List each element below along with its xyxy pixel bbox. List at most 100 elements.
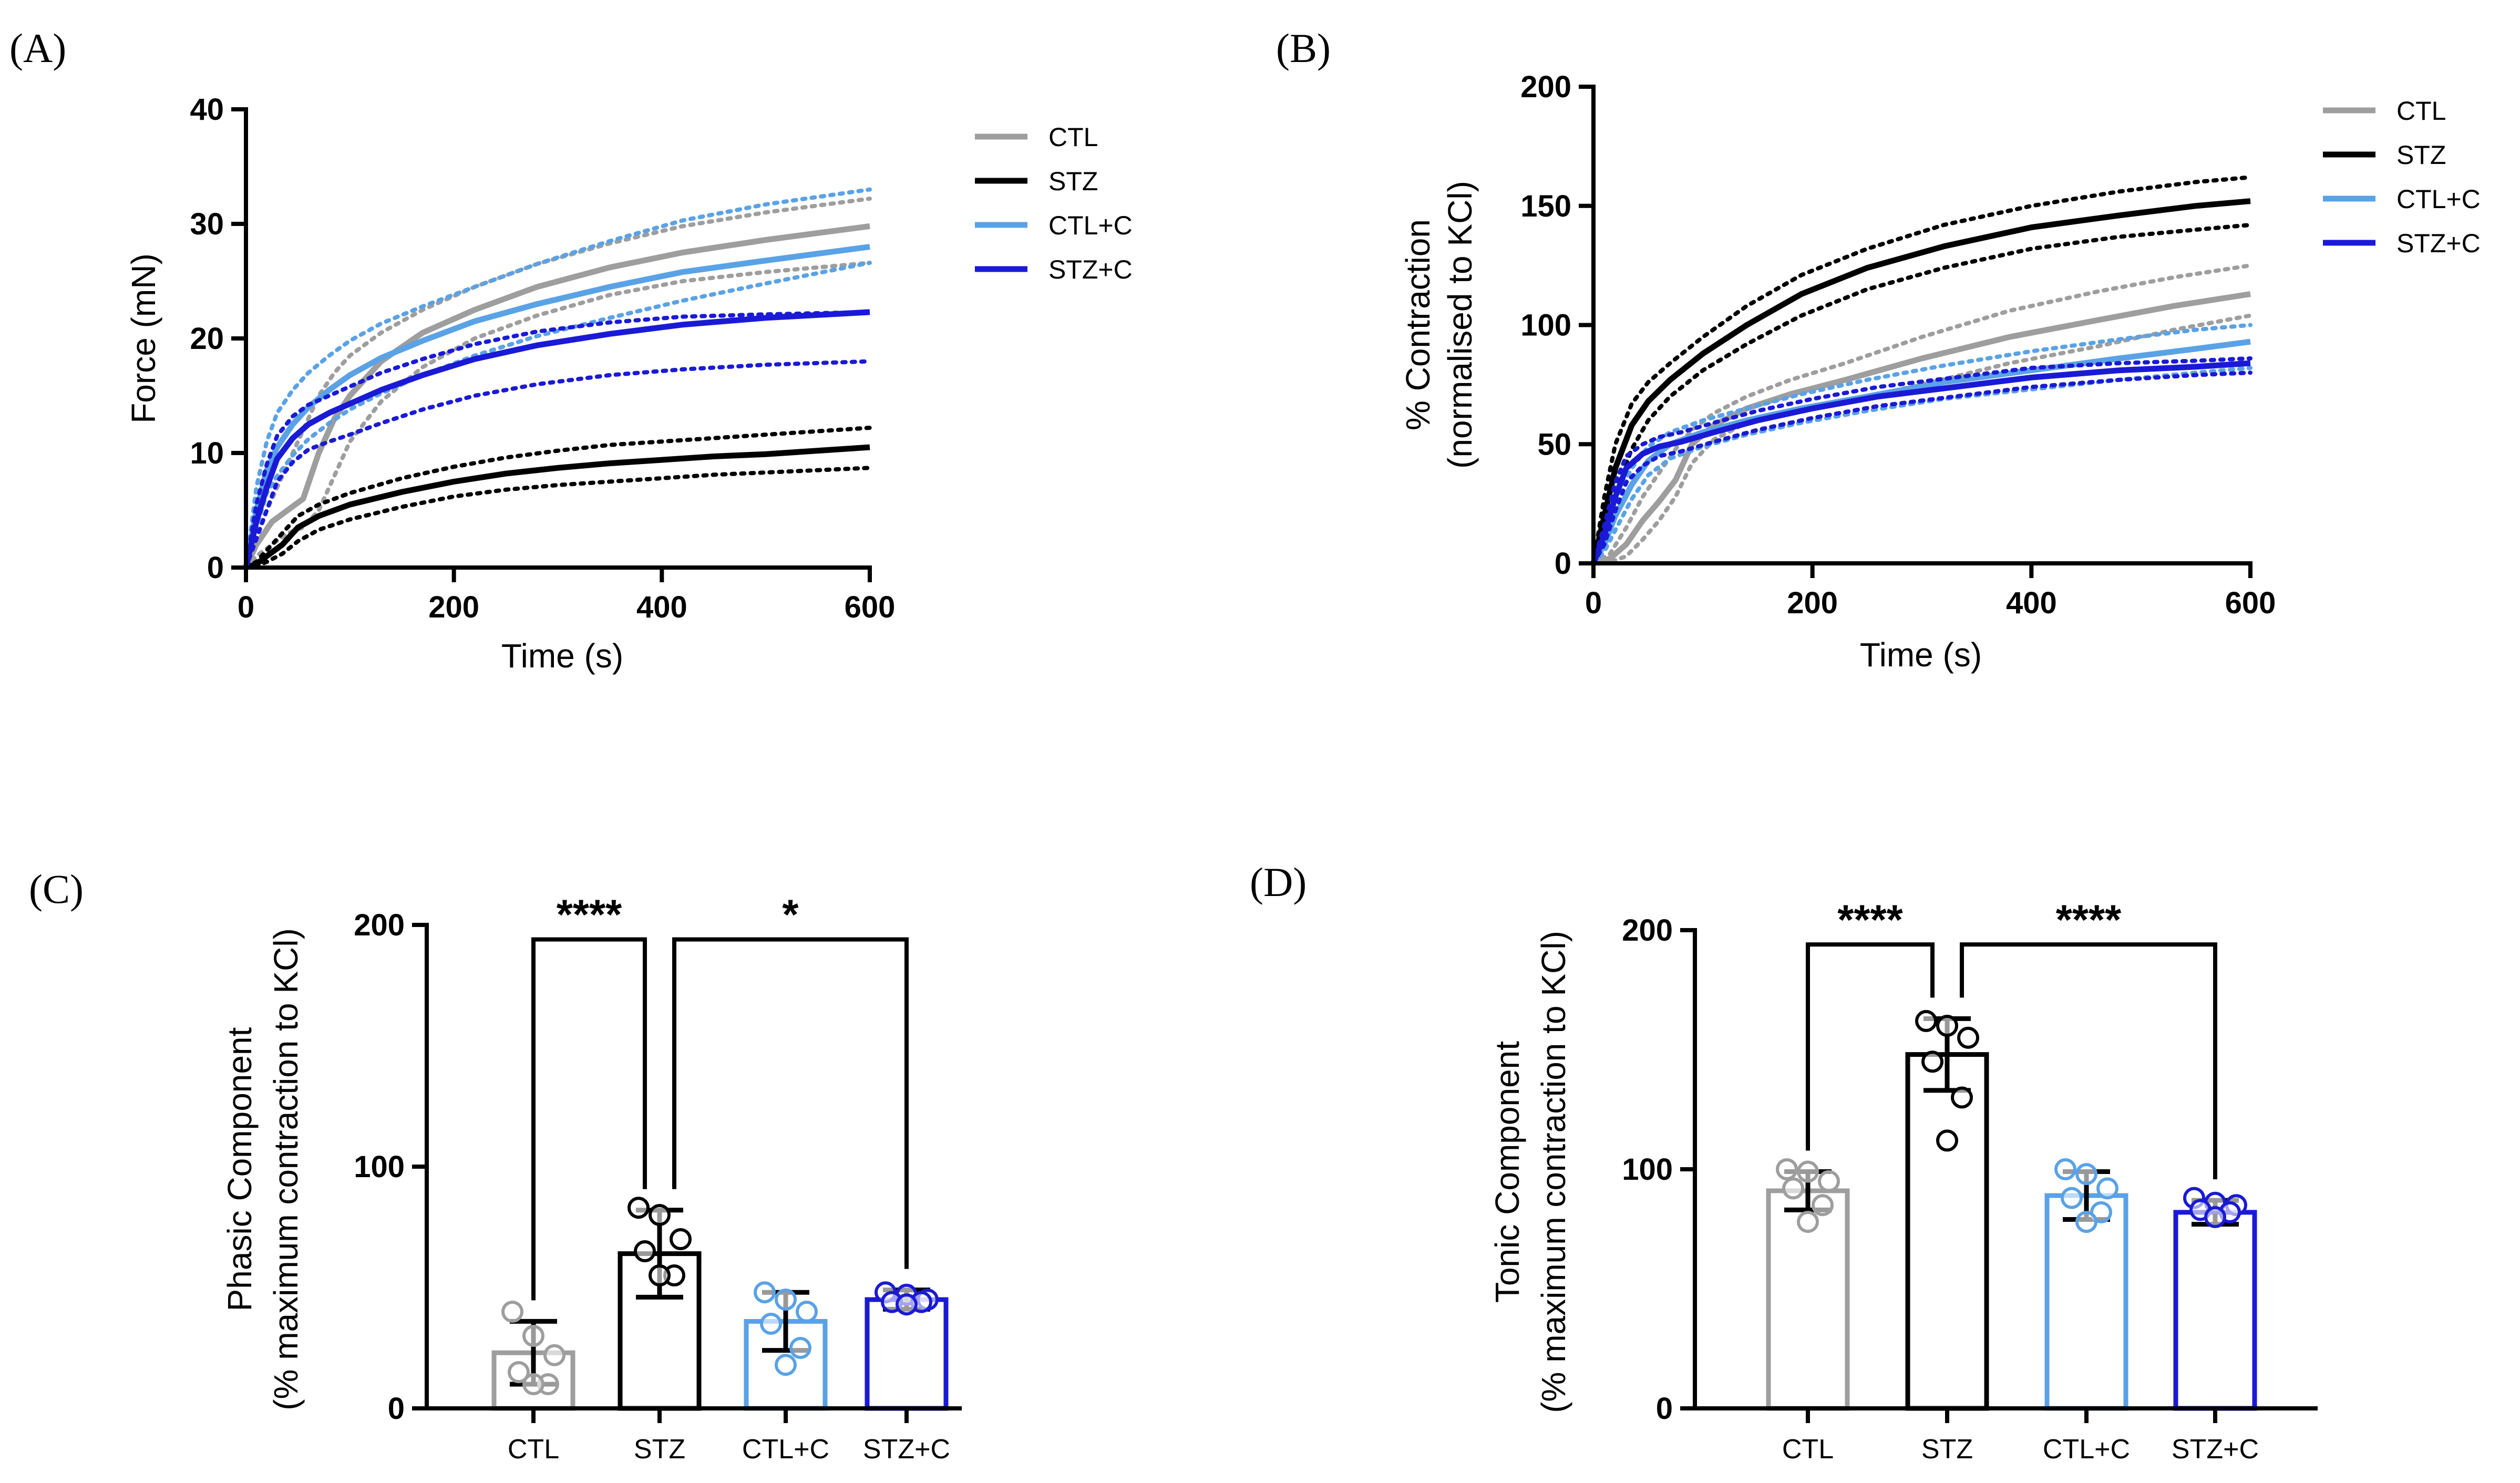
chart-a-series-ctl-lower: [244, 261, 872, 570]
chart-c-point-ctl-plusc: [775, 1354, 797, 1376]
chart-a-series-ctl-upper: [244, 197, 872, 570]
chart-d-point-ctl: [1812, 1194, 1834, 1217]
chart-b-series-ctl-mean: [1592, 291, 2251, 567]
chart-a-series-ctl-plusc-upper: [244, 187, 872, 570]
chart-d-point-stz: [1936, 1129, 1958, 1152]
chart-c-y-title-line1: Phasic Component: [221, 1027, 259, 1311]
panel-c-label: (C): [29, 866, 84, 912]
chart-c-y-tick-label: 0: [388, 1392, 405, 1426]
chart-b-legend: CTL STZ CTL+C STZ+C: [2323, 96, 2481, 258]
chart-d-point-stz-plusc: [2204, 1206, 2226, 1228]
chart-c-y-tick-label: 200: [354, 908, 405, 942]
chart-a-series-stz-upper: [244, 426, 872, 570]
chart-c-point-ctl: [522, 1373, 544, 1395]
chart-d-plot: CTL STZ CTL+C STZ+C 0 100 200 **** ****: [1622, 896, 2318, 1465]
chart-b-series-stz-lower: [1591, 223, 2252, 565]
chart-a-series-stz-plusc-lower: [244, 359, 872, 570]
chart-c-significance-bracket-2: [672, 937, 909, 1269]
chart-a-y-tick-label: 10: [190, 436, 224, 470]
chart-d-category-label-ctl: CTL: [1782, 1434, 1834, 1465]
chart-d-significance-bracket-1: [1806, 942, 1935, 1151]
chart-b-y-tick-label: 0: [1555, 547, 1571, 581]
chart-d-significance-label-1: ****: [1837, 896, 1903, 943]
chart-d-category-label-stz: STZ: [1921, 1434, 1973, 1465]
chart-c-point-ctl: [543, 1344, 565, 1366]
chart-b-series-stz-plusc-upper: [1591, 356, 2252, 565]
chart-c-point-ctl-plusc: [775, 1289, 797, 1311]
chart-d-y-title-line1: Tonic Component: [1488, 1041, 1526, 1303]
chart-d-point-ctl: [1782, 1177, 1804, 1200]
chart-d: CTL STZ CTL+C STZ+C 0 100 200 **** **** Tonic Co…: [1488, 896, 2318, 1465]
panel-d-label: (D): [1250, 859, 1307, 905]
chart-b-legend-label-stz-plusc: STZ+C: [2396, 229, 2481, 258]
chart-c-significance-label-2: *: [782, 891, 799, 938]
chart-d-point-stz: [1936, 1015, 1958, 1037]
chart-b-y-tick-label: 100: [1520, 308, 1571, 343]
chart-a-series-ctl-mean: [243, 223, 870, 569]
chart-a-y-tick-label: 20: [190, 322, 224, 356]
chart-b-legend-label-ctl: CTL: [2396, 96, 2446, 126]
chart-a-legend-label-stz-plusc: STZ+C: [1048, 255, 1133, 284]
chart-a-series-stz-mean: [245, 444, 870, 571]
chart-b-x-tick-label: 400: [2006, 586, 2057, 620]
chart-b-y-title-line2: (normalised to KCl): [1441, 181, 1479, 469]
chart-d-point-ctl: [1797, 1211, 1819, 1233]
chart-a-series-stz-lower: [244, 466, 872, 570]
chart-d-y-title-line2: (% maximum contraction to KCl): [1535, 931, 1572, 1413]
chart-c-category-label-stz: STZ: [634, 1434, 685, 1465]
chart-c-category-label-stz-plusc: STZ+C: [863, 1434, 950, 1465]
chart-a-x-tick-label: 600: [845, 590, 896, 624]
chart-b-series-stz-plusc-mean: [1590, 360, 2251, 564]
chart-d-point-ctl-plusc: [2075, 1211, 2097, 1233]
chart-a-x-tick-label: 400: [636, 590, 687, 624]
chart-c-point-ctl: [508, 1361, 530, 1383]
chart-d-bar-stz: [1905, 1052, 1989, 1411]
chart-a-series-stz-plusc-mean: [243, 309, 870, 569]
chart-a-series-stz-plusc-upper: [244, 310, 872, 570]
chart-c-point-stz: [670, 1228, 692, 1250]
chart-b: 0 50 100 150 200 0 200 400 600 Time (s) % Contra…: [1399, 70, 2481, 674]
chart-b-x-tick-label: 0: [1585, 586, 1602, 620]
chart-a-y-tick-label: 30: [190, 207, 224, 241]
chart-b-x-tick-label: 200: [1787, 586, 1838, 620]
chart-c-significance-label-1: ****: [557, 891, 622, 938]
chart-c-point-ctl: [522, 1325, 544, 1347]
chart-c-point-ctl-plusc: [789, 1337, 811, 1359]
chart-d-significance-label-2: ****: [2056, 896, 2122, 943]
chart-d-point-ctl-plusc: [2075, 1163, 2097, 1186]
chart-d-point-stz: [1915, 1010, 1937, 1032]
chart-c-category-label-ctl: CTL: [508, 1434, 559, 1465]
chart-a-x-tick-label: 200: [428, 590, 479, 624]
chart-c-point-ctl: [501, 1301, 523, 1323]
chart-b-y-title-line1: % Contraction: [1399, 219, 1437, 430]
chart-a-series-ctl-plusc-lower: [244, 261, 872, 570]
chart-d-point-ctl-plusc: [2096, 1177, 2118, 1200]
chart-b-x-tick-label: 600: [2225, 586, 2276, 620]
chart-a-x-title: Time (s): [501, 637, 623, 675]
chart-a-legend: CTL STZ CTL+C STZ+C: [975, 122, 1133, 284]
chart-d-bar-stz-plusc: [2173, 1210, 2257, 1411]
chart-c-point-stz-plusc: [896, 1293, 918, 1316]
chart-d-point-stz: [1951, 1086, 1973, 1109]
chart-c-point-ctl-plusc: [796, 1301, 818, 1323]
chart-d-point-ctl-plusc: [2061, 1187, 2083, 1209]
chart-d-category-label-stz-plusc: STZ+C: [2172, 1434, 2259, 1465]
chart-c-bar-stz-plusc: [865, 1297, 949, 1411]
chart-d-point-stz: [1957, 1026, 1979, 1049]
chart-b-x-title: Time (s): [1860, 636, 1982, 674]
chart-b-y-tick-label: 50: [1537, 427, 1571, 461]
chart-a-y-title: Force (mN): [125, 253, 162, 424]
chart-a-x-tick-label: 0: [238, 590, 254, 624]
chart-b-series-stz-plusc-lower: [1591, 370, 2252, 565]
chart-c-category-label-ctl-plusc: CTL+C: [742, 1434, 829, 1465]
chart-b-series-ctl-upper: [1591, 263, 2252, 565]
chart-c-point-stz: [628, 1197, 650, 1219]
chart-c-y-title-line2: (% maximum contraction to KCl): [267, 928, 305, 1410]
chart-c-point-stz: [634, 1240, 656, 1262]
chart-b-legend-label-ctl-plusc: CTL+C: [2396, 184, 2481, 214]
chart-d-y-tick-label: 0: [1656, 1392, 1673, 1426]
chart-b-y-tick-label: 200: [1520, 70, 1571, 104]
